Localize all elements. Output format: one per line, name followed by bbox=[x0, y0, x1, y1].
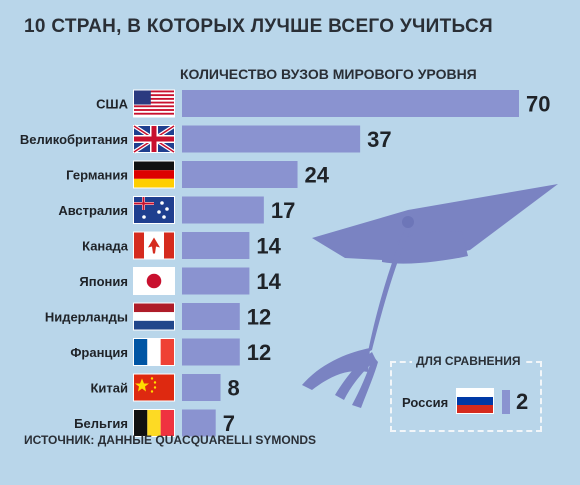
country-label: Германия bbox=[66, 168, 128, 183]
value-label: 8 bbox=[228, 376, 240, 401]
chart-subtitle: КОЛИЧЕСТВО ВУЗОВ МИРОВОГО УРОВНЯ bbox=[180, 66, 477, 82]
comparison-value-label: 2 bbox=[516, 389, 529, 414]
comparison-country-label: Россия bbox=[402, 395, 449, 410]
country-label: США bbox=[96, 97, 128, 112]
bar bbox=[182, 267, 250, 295]
flag-us-icon bbox=[133, 89, 175, 118]
country-label: Великобритания bbox=[20, 132, 128, 147]
value-label: 12 bbox=[247, 340, 271, 365]
country-label: Нидерланды bbox=[45, 310, 128, 325]
country-label: Франция bbox=[70, 345, 128, 360]
comparison-title: ДЛЯ СРАВНЕНИЯ bbox=[412, 354, 525, 368]
flag-fr-icon bbox=[133, 338, 175, 366]
flag-cn-icon bbox=[133, 373, 175, 402]
russia-flag-icon bbox=[456, 388, 494, 414]
bar bbox=[182, 374, 221, 401]
country-label: Канада bbox=[82, 239, 129, 254]
flag-be-icon bbox=[133, 409, 175, 437]
country-label: Бельгия bbox=[74, 416, 128, 431]
flag-au-icon bbox=[133, 196, 175, 224]
value-label: 70 bbox=[526, 92, 550, 117]
flag-gb-icon bbox=[132, 124, 176, 154]
flag-nl-icon bbox=[133, 302, 175, 331]
bar bbox=[182, 161, 298, 188]
flag-jp-icon bbox=[133, 267, 175, 295]
bar bbox=[182, 196, 264, 224]
value-label: 24 bbox=[305, 163, 330, 188]
country-label: Австралия bbox=[58, 203, 128, 218]
comparison-bar bbox=[502, 390, 510, 414]
bar bbox=[182, 90, 519, 117]
value-label: 37 bbox=[367, 127, 391, 152]
flag-ca-icon bbox=[133, 231, 175, 260]
bar bbox=[182, 338, 240, 366]
source-note: ИСТОЧНИК: ДАННЫЕ QUACQUARELLI SYMONDS bbox=[24, 433, 317, 447]
value-label: 14 bbox=[256, 269, 281, 294]
value-label: 17 bbox=[271, 198, 295, 223]
bar bbox=[182, 125, 361, 153]
value-label: 7 bbox=[223, 411, 235, 436]
country-label: Китай bbox=[90, 381, 128, 396]
graduation-cap-icon bbox=[302, 184, 558, 408]
bar bbox=[182, 303, 240, 330]
flag-de-icon bbox=[133, 160, 175, 189]
chart-title: 10 СТРАН, В КОТОРЫХ ЛУЧШЕ ВСЕГО УЧИТЬСЯ bbox=[24, 16, 493, 37]
value-label: 12 bbox=[247, 305, 271, 330]
bar bbox=[182, 409, 216, 437]
value-label: 14 bbox=[256, 234, 281, 259]
country-label: Япония bbox=[79, 274, 128, 289]
bar bbox=[182, 232, 250, 259]
